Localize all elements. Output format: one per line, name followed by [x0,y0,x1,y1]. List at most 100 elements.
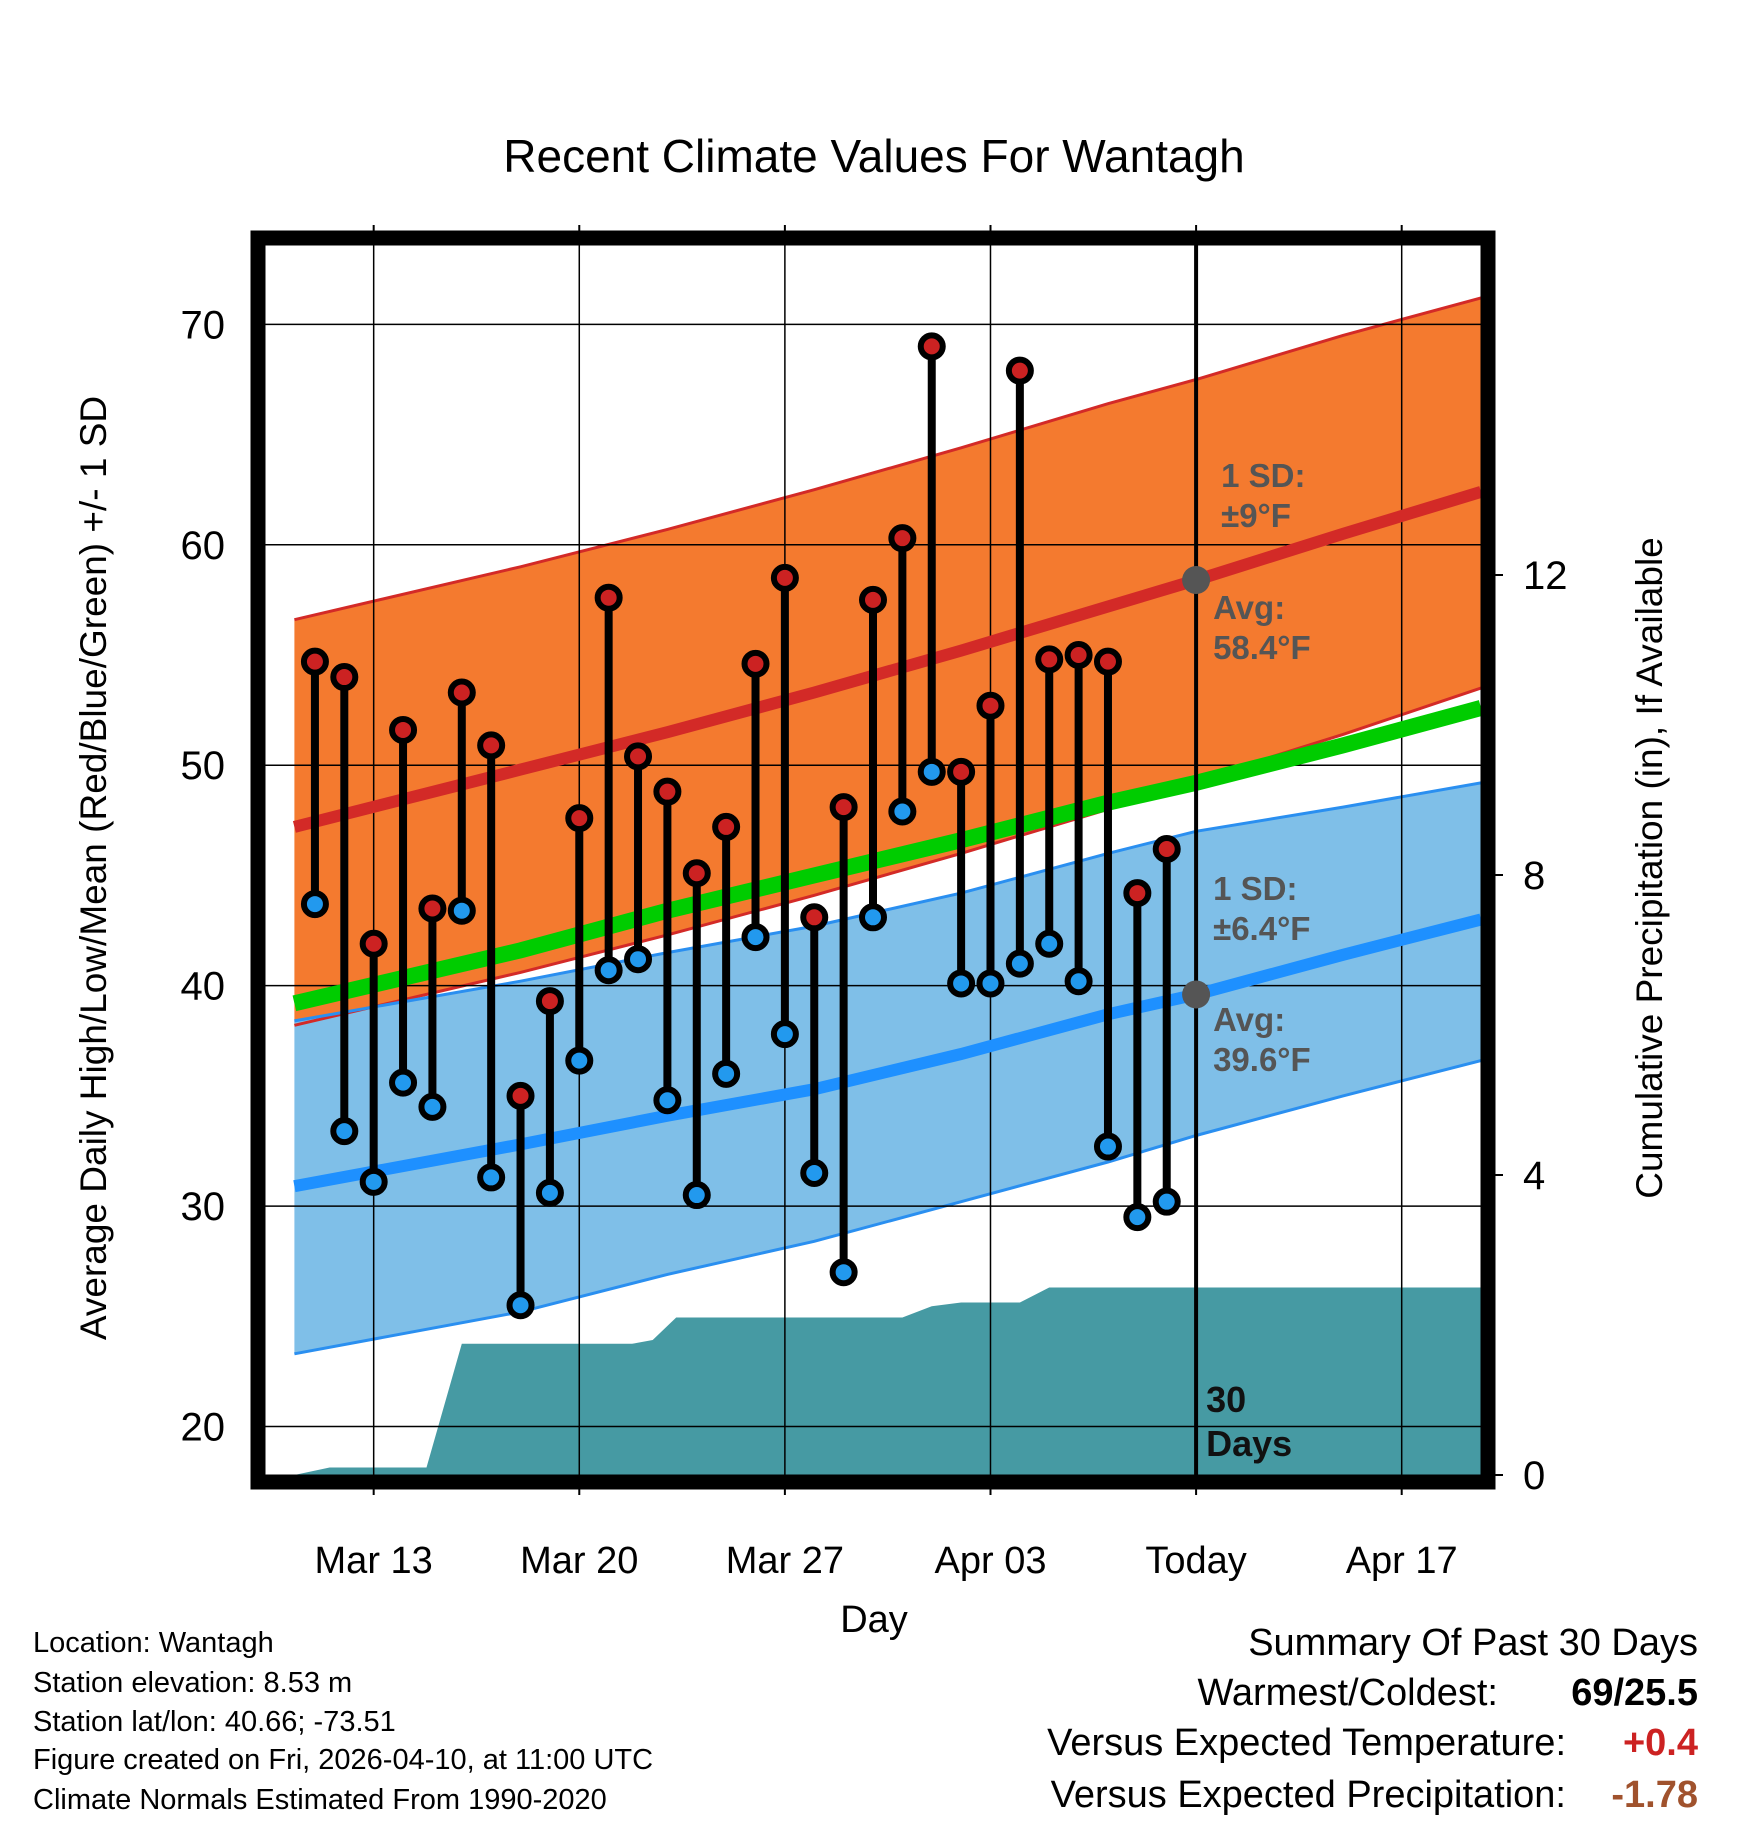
x-tick-label: Apr 17 [1346,1540,1458,1582]
daily-high-point [682,859,711,888]
daily-low-point [300,890,329,919]
plot-content: 1 SD: ±9°F Avg: 58.4°F 1 SD: ±6.4°F Avg: 39.6°F… [265,245,1481,1475]
daily-low-point [1123,1203,1152,1232]
y-tick-label: 50 [181,744,226,788]
high-avg-marker [1182,566,1211,595]
daily-low-point [800,1159,829,1188]
daily-low-point [947,969,976,998]
temp-label: Versus Expected Temperature: [1047,1722,1566,1764]
daily-high-point [1093,647,1122,676]
high-sd-annotation: 1 SD: ±9°F [1221,457,1305,534]
y2-tick-label: 8 [1523,854,1545,898]
daily-high-point [330,663,359,692]
y2-tick-label: 12 [1523,554,1568,598]
daily-high-point [888,524,917,553]
daily-low-point [976,969,1005,998]
location-text: Location: Wantagh [33,1627,274,1659]
y2-axis-label: Cumulative Precipitation (in), If Availa… [1629,537,1670,1199]
temp-value: +0.4 [1622,1722,1698,1764]
precip-area [294,1287,1481,1475]
daily-high-point [770,563,799,592]
daily-high-point [389,715,418,744]
daily-low-point [1005,949,1034,978]
high-avg-annotation: Avg: 58.4°F [1213,589,1311,666]
daily-low-point [917,757,946,786]
daily-high-point [535,987,564,1016]
daily-high-point [976,691,1005,720]
elevation-text: Station elevation: 8.53 m [33,1667,353,1699]
y-tick-label: 20 [181,1406,226,1450]
y-tick-label: 30 [181,1185,226,1229]
x-axis-label: Day [840,1599,908,1641]
daily-high-point [1152,834,1181,863]
daily-high-point [594,583,623,612]
x-tick-label: Mar 20 [520,1540,638,1582]
daily-high-point [741,649,770,678]
daily-high-point [300,647,329,676]
precip-label: Versus Expected Precipitation: [1050,1774,1566,1816]
daily-high-point [506,1081,535,1110]
daily-low-point [447,896,476,925]
normals-text: Climate Normals Estimated From 1990-2020 [33,1784,607,1816]
daily-low-point [1152,1187,1181,1216]
normal-low-line [293,913,1481,1193]
daily-high-point [947,757,976,786]
daily-high-point [565,804,594,833]
normal-high-line [292,486,1481,833]
x-tick-label: Mar 27 [726,1540,844,1582]
daily-high-point [359,929,388,958]
x-tick-label: Today [1145,1540,1246,1582]
daily-low-point [682,1181,711,1210]
daily-high-point [859,585,887,614]
low-band-lower-edge [294,1059,1481,1356]
x-tick-label: Apr 03 [935,1540,1047,1582]
y-tick-label: 40 [181,965,226,1009]
daily-low-point [506,1291,535,1320]
daily-low-point [1064,967,1093,996]
plot-area: 1 SD: ±9°F Avg: 58.4°F 1 SD: ±6.4°F Avg: 39.6°F… [181,225,1568,1582]
daily-low-point [359,1167,388,1196]
daily-high-point [653,777,682,806]
summary-title: Summary Of Past 30 Days [1248,1622,1698,1664]
daily-low-point [594,956,623,985]
daily-high-point [1035,645,1064,674]
daily-low-point [741,923,770,952]
high-sd-band [294,297,1481,1026]
low-avg-marker [1182,980,1211,1009]
daily-low-point [565,1046,594,1075]
warm-cold-label: Warmest/Coldest: [1197,1672,1498,1714]
created-text: Figure created on Fri, 2026-04-10, at 11… [33,1744,654,1776]
y-axis-label: Average Daily High/Low/Mean (Red/Blue/Gr… [73,396,114,1340]
low-avg-annotation: Avg: 39.6°F [1213,1001,1311,1078]
daily-high-point [800,903,829,932]
low-sd-annotation: 1 SD: ±6.4°F [1213,870,1310,947]
precip-days-label: 30 Days [1206,1379,1292,1464]
daily-low-point [712,1059,741,1088]
daily-low-point [829,1258,858,1287]
y-tick-label: 70 [181,303,226,347]
high-band-upper-edge [294,296,1481,622]
daily-high-point [1064,641,1093,669]
chart-title: Recent Climate Values For Wantagh [503,130,1244,182]
daily-low-point [1035,929,1064,958]
daily-low-point [418,1092,447,1121]
plot-frame [250,230,1496,1490]
daily-high-point [829,793,858,822]
warm-cold-value: 69/25.5 [1571,1672,1698,1714]
daily-high-point [917,332,946,361]
daily-low-point [330,1117,359,1146]
daily-low-point [1093,1132,1122,1161]
precip-value: -1.78 [1611,1774,1698,1816]
daily-high-point [1123,879,1152,908]
daily-low-point [770,1020,799,1049]
daily-high-point [418,894,447,923]
x-tick-label: Mar 13 [315,1540,433,1582]
y-tick-label: 60 [181,524,226,568]
daily-high-point [624,742,653,771]
latlon-text: Station lat/lon: 40.66; -73.51 [33,1706,396,1738]
daily-low-point [888,797,917,826]
daily-high-point [712,812,741,841]
daily-low-point [624,945,653,974]
y2-tick-label: 4 [1523,1154,1545,1198]
